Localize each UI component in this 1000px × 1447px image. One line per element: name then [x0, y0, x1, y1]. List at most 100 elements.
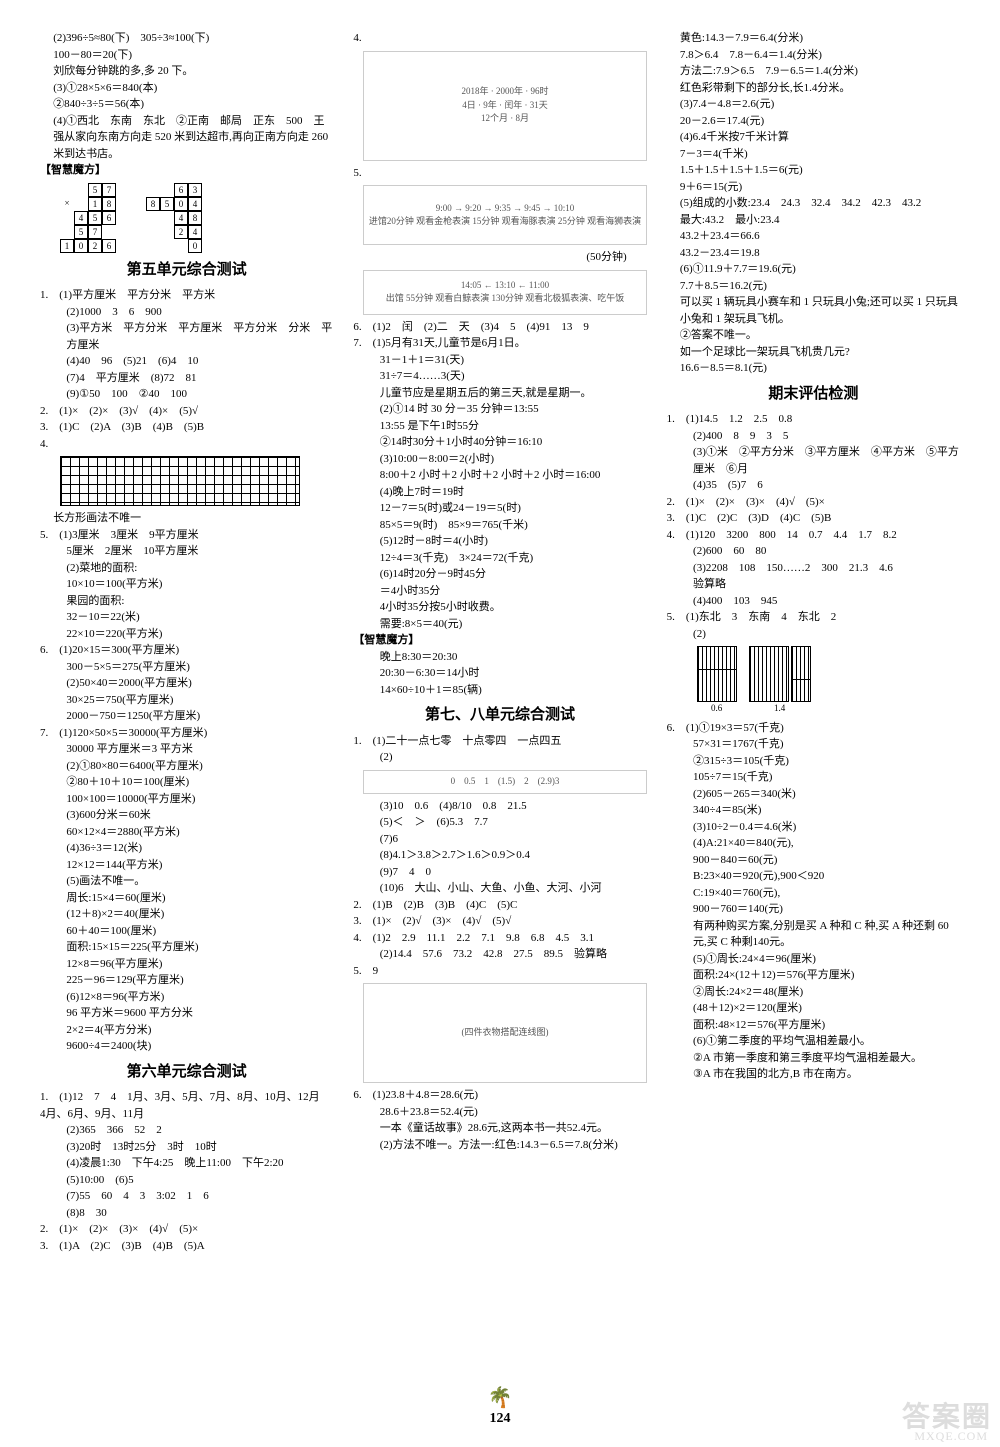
- text: 9600÷4＝2400(块): [40, 1038, 333, 1055]
- text: 1.5＋1.5＋1.5＋1.5＝6(元): [667, 162, 960, 179]
- text: (2)400 8 9 3 5: [667, 428, 960, 445]
- text: 60×12×4＝2880(平方米): [40, 824, 333, 841]
- text: 4. (1)2 2.9 11.1 2.2 7.1 9.8 6.8 4.5 3.1: [353, 930, 646, 947]
- column-1: (2)396÷5≈80(下) 305÷3≈100(下) 100－80＝20(下)…: [40, 30, 333, 1254]
- text: 7.8＞6.4 7.8－6.4＝1.4(分米): [667, 47, 960, 64]
- text: 需要:8×5＝40(元): [353, 616, 646, 633]
- text: ③A 市在我国的北方,B 市在南方。: [667, 1066, 960, 1083]
- text: 6. (1)23.8＋4.8＝28.6(元): [353, 1087, 646, 1104]
- text: 2×2＝4(平方分米): [40, 1022, 333, 1039]
- text: 10×10＝100(平方米): [40, 576, 333, 593]
- text: 105÷7＝15(千克): [667, 769, 960, 786]
- text: 100－80＝20(下): [40, 47, 333, 64]
- text: (48＋12)×2＝120(厘米): [667, 1000, 960, 1017]
- text: 面积:15×15＝225(平方厘米): [40, 939, 333, 956]
- text: (5)画法不唯一。: [40, 873, 333, 890]
- text: 面积:24×(12＋12)＝576(平方厘米): [667, 967, 960, 984]
- column-2: 4. 2018年 · 2000年 · 96时4日 · 9年 · 闰年 · 31天…: [353, 30, 646, 1254]
- text: (6)14时20分－9时45分: [353, 566, 646, 583]
- text: (4)A:21×40＝840(元),: [667, 835, 960, 852]
- text: (2): [353, 749, 646, 766]
- text: 果园的面积:: [40, 593, 333, 610]
- text: (2)①14 时 30 分－35 分钟＝13:55: [353, 401, 646, 418]
- heading-unit78: 第七、八单元综合测试: [353, 704, 646, 727]
- bar-label: 1.4: [749, 702, 811, 716]
- text: (2)50×40＝2000(平方厘米): [40, 675, 333, 692]
- text: 最大:43.2 最小:23.4: [667, 212, 960, 229]
- text: 60＋40＝100(厘米): [40, 923, 333, 940]
- text: 85×5＝9(时) 85×9＝765(千米): [353, 517, 646, 534]
- text: (5)＜ ＞ (6)5.3 7.7: [353, 814, 646, 831]
- text: (3)600分米＝60米: [40, 807, 333, 824]
- grid-figure: [60, 456, 300, 506]
- text: (7)55 60 4 3 3:02 1 6: [40, 1188, 333, 1205]
- text: 验算略: [667, 576, 960, 593]
- text: (5)①周长:24×4＝96(厘米): [667, 951, 960, 968]
- timeline-text: 9:00 → 9:20 → 9:35 → 9:45 → 10:10进馆20分钟 …: [369, 202, 641, 229]
- text: 4.: [40, 436, 333, 453]
- text: (10)6 大山、小山、大鱼、小鱼、大河、小河: [353, 880, 646, 897]
- text: (2)600 60 80: [667, 543, 960, 560]
- text: 4.: [353, 30, 646, 47]
- text: 有两种购买方案,分别是买 A 种和 C 种,买 A 种还剩 60 元,买 C 种…: [667, 918, 960, 951]
- text: 面积:48×12＝576(平方厘米): [667, 1017, 960, 1034]
- text: (3)平方米 平方分米 平方厘米 平方分米 分米 平方厘米: [40, 320, 333, 353]
- text: (9)①50 100 ②40 100: [40, 386, 333, 403]
- text: 16.6－8.5＝8.1(元): [667, 360, 960, 377]
- text: 900－840＝60(元): [667, 852, 960, 869]
- text: 红色彩带剩下的部分长,长1.4分米。: [667, 80, 960, 97]
- text: 9＋6＝15(元): [667, 179, 960, 196]
- heading-unit6: 第六单元综合测试: [40, 1061, 333, 1084]
- mult-grid-left: 57 ×18 456 57 1026: [60, 183, 116, 253]
- text: 12×8＝96(平方厘米): [40, 956, 333, 973]
- text: (2)396÷5≈80(下) 305÷3≈100(下): [40, 30, 333, 47]
- text: (2)1000 3 6 900: [40, 304, 333, 321]
- text: 长方形画法不唯一: [40, 510, 333, 527]
- heading-unit5: 第五单元综合测试: [40, 259, 333, 282]
- text: 5. (1)东北 3 东南 4 东北 2: [667, 609, 960, 626]
- text: (3)7.4－4.8＝2.6(元): [667, 96, 960, 113]
- text: (3)①米 ②平方分米 ③平方厘米 ④平方米 ⑤平方厘米 ⑥月: [667, 444, 960, 477]
- diagram-nodes: 2018年 · 2000年 · 96时4日 · 9年 · 闰年 · 31天12个…: [461, 85, 548, 126]
- text: ②80＋10＋10＝100(厘米): [40, 774, 333, 791]
- text: 100×100＝10000(平方厘米): [40, 791, 333, 808]
- bar: [791, 646, 811, 702]
- text: 31÷7＝4……3(天): [353, 368, 646, 385]
- text: ②答案不唯一。: [667, 327, 960, 344]
- page-number: 124: [490, 1408, 511, 1429]
- text: 如一个足球比一架玩具飞机贵几元?: [667, 344, 960, 361]
- column-3: 黄色:14.3－7.9＝6.4(分米) 7.8＞6.4 7.8－6.4＝1.4(…: [667, 30, 960, 1254]
- matching-diagram: 2018年 · 2000年 · 96时4日 · 9年 · 闰年 · 31天12个…: [363, 51, 646, 161]
- text: (2)365 366 52 2: [40, 1122, 333, 1139]
- text: (7)4 平方厘米 (8)72 81: [40, 370, 333, 387]
- text: 14×60÷10＋1＝85(辆): [353, 682, 646, 699]
- watermark-url: MXQE.COM: [914, 1427, 988, 1445]
- text: 2. (1)× (2)× (3)× (4)√ (5)×: [667, 494, 960, 511]
- text: (4)6.4千米按7千米计算: [667, 129, 960, 146]
- text: (6)①第二季度的平均气温相差最小。: [667, 1033, 960, 1050]
- text: (7)6: [353, 831, 646, 848]
- number-line: 0 0.5 1 (1.5) 2 (2.9)3: [363, 770, 646, 794]
- text: 5.: [353, 165, 646, 182]
- text: 96 平方米＝9600 平方分米: [40, 1005, 333, 1022]
- text: 2000－750＝1250(平方厘米): [40, 708, 333, 725]
- text: 1. (1)14.5 1.2 2.5 0.8: [667, 411, 960, 428]
- text: ＝4小时35分: [353, 583, 646, 600]
- bar: [697, 646, 737, 702]
- text: 900－760＝140(元): [667, 901, 960, 918]
- text: 3. (1)C (2)C (3)D (4)C (5)B: [667, 510, 960, 527]
- text: 8:00＋2 小时＋2 小时＋2 小时＋2 小时＝16:00: [353, 467, 646, 484]
- text: (3)2208 108 150……2 300 21.3 4.6: [667, 560, 960, 577]
- text: 可以买 1 辆玩具小赛车和 1 只玩具小兔;还可以买 1 只玩具小兔和 1 架玩…: [667, 294, 960, 327]
- bar-group-1: 0.6: [697, 646, 737, 716]
- mult-grid-right: 63 8504 48 24 0: [146, 183, 202, 253]
- text: (2)菜地的面积:: [40, 560, 333, 577]
- text: 5. 9: [353, 963, 646, 980]
- text: (2)605－265＝340(米): [667, 786, 960, 803]
- text: (3)①28×5×6＝840(本): [40, 80, 333, 97]
- text: 4小时35分按5小时收费。: [353, 599, 646, 616]
- text: 4. (1)120 3200 800 14 0.7 4.4 1.7 8.2: [667, 527, 960, 544]
- text: (4)36÷3＝12(米): [40, 840, 333, 857]
- text: 晚上8:30＝20:30: [353, 649, 646, 666]
- text: 5厘米 2厘米 10平方厘米: [40, 543, 333, 560]
